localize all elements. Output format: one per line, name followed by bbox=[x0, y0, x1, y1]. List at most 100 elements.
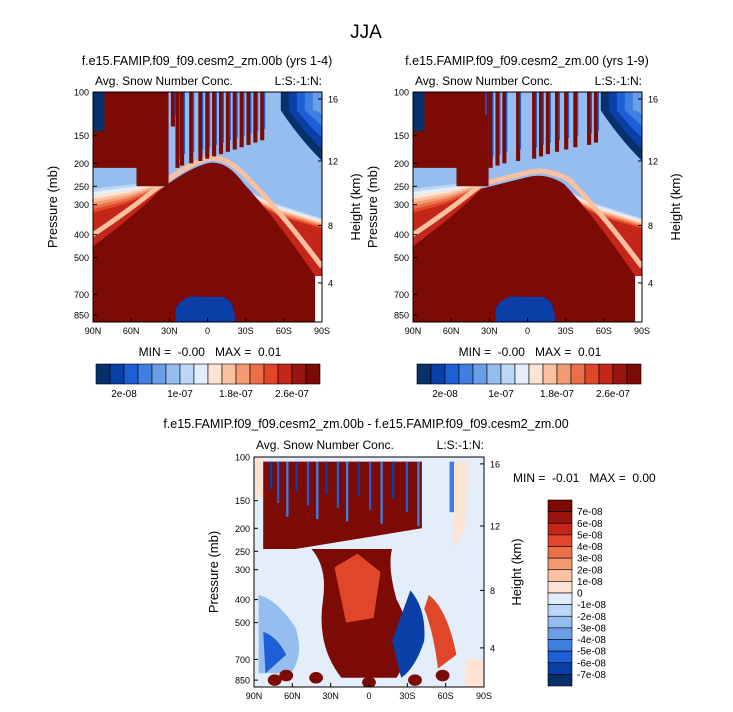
panel-c-ytick-label: 150 bbox=[235, 496, 250, 506]
field-streak bbox=[488, 92, 493, 168]
field-streak bbox=[246, 92, 251, 145]
diff-streak bbox=[380, 461, 383, 524]
diff-streak bbox=[316, 461, 319, 520]
panel-b-xtick-label: 30N bbox=[481, 326, 498, 336]
field-upper-block bbox=[93, 92, 169, 187]
field-streak bbox=[587, 92, 592, 145]
panel-a-colorbar-box bbox=[263, 363, 279, 385]
diff-streak bbox=[392, 461, 395, 499]
panel-c-colorbar-label: 6e-08 bbox=[577, 519, 603, 530]
field-streak bbox=[564, 92, 569, 150]
field-streak-gap bbox=[202, 92, 204, 150]
panel-b-rtick-label: 12 bbox=[648, 157, 658, 167]
panel-c-ytick-label: 300 bbox=[235, 565, 250, 575]
panel-a-field bbox=[93, 92, 322, 322]
panel-b-ytick-label: 400 bbox=[394, 230, 409, 240]
diff-plume-inner bbox=[334, 553, 381, 623]
panel-a-ytick-label: 200 bbox=[74, 159, 89, 169]
field-streak-gap bbox=[590, 92, 593, 134]
panel-b-field bbox=[413, 92, 642, 322]
panel-c-colorbar-label: -3e-08 bbox=[577, 623, 606, 634]
diff-streak bbox=[346, 461, 349, 522]
field-streak bbox=[532, 92, 537, 159]
panel-a-xtick-label: 30S bbox=[238, 326, 254, 336]
panel-c-ytick-label: 700 bbox=[235, 655, 250, 665]
panel-a-ylabel: Pressure (mb) bbox=[45, 166, 60, 248]
panel-b-colorbar-box bbox=[416, 363, 432, 385]
panel-b-minmax: MIN = -0.00 MAX = 0.01 bbox=[459, 345, 602, 359]
panel-a-ytick-label: 250 bbox=[74, 182, 89, 192]
panel-b-rtick-label: 8 bbox=[648, 221, 653, 231]
field-streak-gap bbox=[192, 92, 195, 152]
panel-a-rtick-label: 16 bbox=[328, 94, 338, 104]
field-streak-gap bbox=[229, 92, 231, 141]
panel-c-colorbar-box bbox=[547, 522, 573, 536]
diff-surface-spot bbox=[408, 674, 422, 686]
field-streak-gap bbox=[549, 92, 551, 143]
panel-a-colorbar-box bbox=[291, 363, 307, 385]
panel-b-ytick-label: 150 bbox=[394, 131, 409, 141]
panel-c-colorbar-label: -1e-08 bbox=[577, 600, 606, 611]
panel-b-colorbar-box bbox=[612, 363, 628, 385]
panel-c-xtick-label: 30S bbox=[399, 691, 415, 701]
field-surface-mask bbox=[635, 276, 642, 322]
panel-c-colorbar-box bbox=[547, 615, 573, 629]
diff-surface-spot bbox=[279, 669, 294, 682]
field-streak-gap bbox=[179, 92, 181, 157]
field-streak bbox=[175, 92, 180, 168]
panel-c-colorbar: 7e-086e-085e-084e-083e-082e-081e-080-1e-… bbox=[547, 499, 606, 687]
panel-c-colorbar-label: 1e-08 bbox=[577, 577, 603, 588]
diff-streak bbox=[295, 461, 298, 492]
panel-b-colorbar-box bbox=[556, 363, 572, 385]
panel-c-colorbar-box bbox=[547, 604, 573, 617]
panel-a-colorbar-box bbox=[179, 363, 195, 385]
panel-c-subtitle-right: L:S:-1:N: bbox=[437, 438, 484, 452]
field-streak-gap bbox=[505, 92, 508, 152]
panel-c-colorbar-label: -2e-08 bbox=[577, 612, 606, 623]
panel-a-colorbar-label: 2e-08 bbox=[111, 389, 137, 400]
panel-c-field bbox=[254, 457, 484, 687]
panel-b-title: f.e15.FAMIP.f09_f09.cesm2_zm.00 (yrs 1-9… bbox=[405, 54, 649, 68]
panel-c-colorbar-box bbox=[547, 639, 573, 652]
panel-b-xtick-label: 90S bbox=[634, 326, 650, 336]
panel-b-colorbar: 2e-08 1e-07 1.8e-07 2.6e-07 bbox=[416, 363, 642, 400]
panel-b-colorbar-box bbox=[500, 363, 516, 385]
panel-b-colorbar-box bbox=[542, 363, 558, 385]
panel-b-ytick-label: 250 bbox=[394, 182, 409, 192]
panel-c-ylabel: Pressure (mb) bbox=[206, 531, 221, 613]
field-surface-patch bbox=[175, 296, 235, 322]
field-streak bbox=[205, 92, 210, 159]
panel-c-ytick-label: 500 bbox=[235, 618, 250, 628]
panel-b-ytick-label: 200 bbox=[394, 159, 409, 169]
panel-b-colorbar-box bbox=[430, 363, 446, 385]
field-streak bbox=[260, 92, 265, 141]
panel-a-ytick-label: 300 bbox=[74, 200, 89, 210]
panel-a-colorbar-box bbox=[305, 363, 321, 385]
field-streak-gap bbox=[492, 92, 494, 157]
field-streak bbox=[239, 92, 244, 148]
panel-c-colorbar-label: 7e-08 bbox=[577, 507, 603, 518]
diff-lower-right-red bbox=[424, 595, 457, 669]
panel-b-colorbar-box bbox=[626, 363, 642, 385]
panel-c-colorbar-label: -7e-08 bbox=[577, 670, 606, 681]
diff-surface-spot bbox=[435, 669, 450, 682]
panel-c-colorbar-box bbox=[547, 581, 573, 594]
panel-b-ytick-label: 500 bbox=[394, 253, 409, 263]
panel-b-colorbar-label: 1.8e-07 bbox=[540, 389, 574, 400]
panel-b-rtick-label: 16 bbox=[648, 94, 658, 104]
diff-surface-spot bbox=[267, 674, 282, 686]
field-streak bbox=[170, 92, 175, 127]
panel-c-colorbar-box bbox=[547, 511, 573, 524]
panel-a-colorbar-box bbox=[249, 363, 265, 385]
panel-c-colorbar-box bbox=[547, 557, 573, 571]
panel-c-ytick-label: 850 bbox=[235, 676, 250, 686]
field-streak bbox=[573, 92, 578, 148]
diff-streak bbox=[277, 461, 280, 503]
diff-streak bbox=[306, 461, 310, 506]
panel-b-colorbar-box bbox=[584, 363, 600, 385]
panel-c-minmax: MIN = -0.01 MAX = 0.00 bbox=[513, 471, 656, 485]
panel-b-colorbar-label: 1e-07 bbox=[488, 389, 514, 400]
field-streak-gap bbox=[215, 92, 218, 145]
panel-c-colorbar-box bbox=[547, 546, 573, 559]
